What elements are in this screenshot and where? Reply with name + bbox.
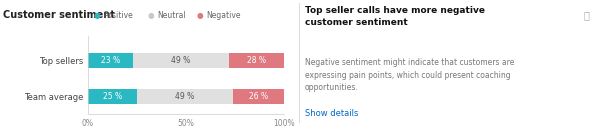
Bar bbox=[229, 53, 284, 68]
Text: ●: ● bbox=[94, 11, 100, 20]
Bar bbox=[137, 89, 233, 104]
Text: ●: ● bbox=[148, 11, 155, 20]
Text: 49 %: 49 % bbox=[175, 92, 194, 101]
Text: Neutral: Neutral bbox=[158, 11, 186, 20]
Bar bbox=[88, 53, 133, 68]
Text: 26 %: 26 % bbox=[249, 92, 268, 101]
Text: Positive: Positive bbox=[103, 11, 133, 20]
Bar bbox=[88, 89, 137, 104]
Text: 25 %: 25 % bbox=[103, 92, 121, 101]
Text: ⧉: ⧉ bbox=[583, 10, 589, 20]
Text: 49 %: 49 % bbox=[171, 56, 190, 65]
Bar bbox=[233, 89, 284, 104]
Text: 23 %: 23 % bbox=[101, 56, 120, 65]
Text: 28 %: 28 % bbox=[247, 56, 266, 65]
Text: Show details: Show details bbox=[305, 109, 358, 118]
Bar bbox=[133, 53, 229, 68]
Text: Customer sentiment: Customer sentiment bbox=[3, 10, 115, 20]
Text: Negative: Negative bbox=[206, 11, 240, 20]
Text: ●: ● bbox=[196, 11, 203, 20]
Text: Top seller calls have more negative
customer sentiment: Top seller calls have more negative cust… bbox=[305, 6, 485, 27]
Text: Negative sentiment might indicate that customers are
expressing pain points, whi: Negative sentiment might indicate that c… bbox=[305, 58, 515, 92]
